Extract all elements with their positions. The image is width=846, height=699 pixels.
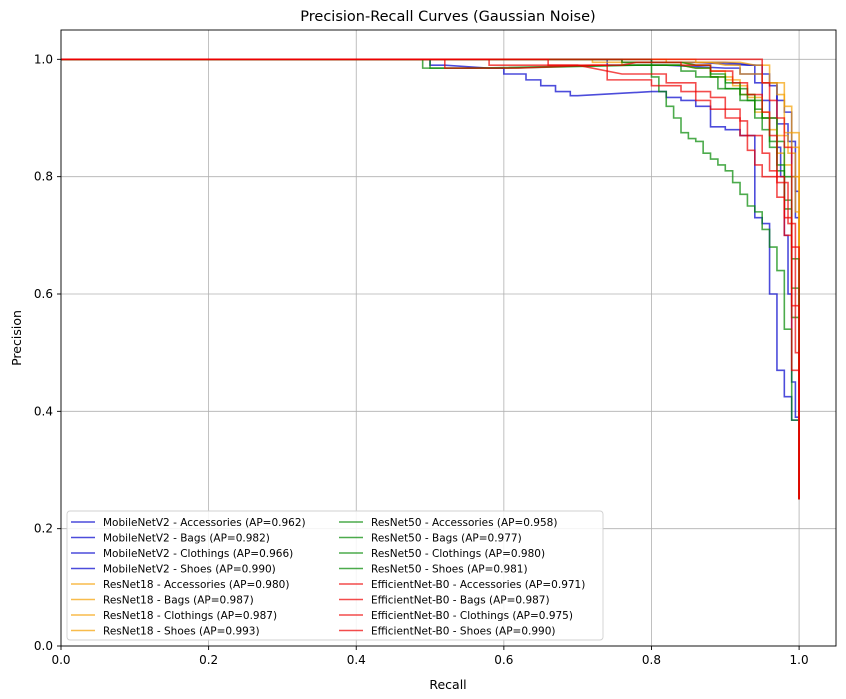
legend-entry: ResNet50 - Clothings (AP=0.980) [371, 548, 545, 560]
chart-title: Precision-Recall Curves (Gaussian Noise) [300, 9, 595, 25]
legend-entry: ResNet50 - Accessories (AP=0.958) [371, 517, 557, 529]
x-axis-label: Recall [429, 677, 466, 692]
series-line-6 [61, 58, 800, 500]
x-tick-label: 0.6 [494, 653, 513, 667]
legend-entry: ResNet18 - Accessories (AP=0.980) [103, 579, 289, 591]
series-line-7 [61, 58, 800, 500]
legend-entry: ResNet18 - Shoes (AP=0.993) [103, 625, 260, 637]
axes-frame [60, 29, 837, 647]
legend-entry: MobileNetV2 - Bags (AP=0.982) [103, 532, 270, 544]
series-line-9 [61, 58, 800, 500]
x-tick-label: 0.0 [51, 653, 70, 667]
legend-entry: EfficientNet-B0 - Shoes (AP=0.990) [371, 625, 555, 637]
series-line-1 [61, 58, 800, 500]
legend-entry: EfficientNet-B0 - Clothings (AP=0.975) [371, 610, 573, 622]
series-line-10 [61, 58, 800, 500]
x-tick-label: 0.8 [642, 653, 661, 667]
legend-entry: ResNet50 - Shoes (AP=0.981) [371, 563, 528, 575]
legend-entry: MobileNetV2 - Accessories (AP=0.962) [103, 517, 306, 529]
series-line-11 [61, 58, 800, 500]
legend-entry: EfficientNet-B0 - Accessories (AP=0.971) [371, 579, 585, 591]
series-line-4 [61, 58, 800, 500]
y-axis-label: Precision [9, 310, 24, 366]
legend-entry: EfficientNet-B0 - Bags (AP=0.987) [371, 594, 550, 606]
y-tick-label: 0.8 [34, 170, 53, 184]
legend-items: MobileNetV2 - Accessories (AP=0.962) Mobi… [71, 517, 585, 637]
y-tick-label: 0.2 [34, 522, 53, 536]
axis-ticks: 0.0 0.2 0.4 0.6 0.8 1.0 0.0 0.2 0.4 0.6 0.8 1.0 [34, 52, 809, 667]
x-tick-label: 0.4 [347, 653, 366, 667]
legend-entry: MobileNetV2 - Shoes (AP=0.990) [103, 563, 276, 575]
legend-entry: ResNet18 - Bags (AP=0.987) [103, 594, 254, 606]
legend-box [66, 510, 604, 641]
legend-entry: ResNet18 - Clothings (AP=0.987) [103, 610, 277, 622]
y-tick-label: 1.0 [34, 52, 53, 66]
series-line-12 [61, 58, 800, 500]
series-line-13 [61, 58, 800, 500]
y-tick-label: 0.0 [34, 639, 53, 653]
x-tick-label: 1.0 [790, 653, 809, 667]
series-line-3 [61, 58, 800, 500]
legend-entry: ResNet50 - Bags (AP=0.977) [371, 532, 522, 544]
y-tick-label: 0.4 [34, 404, 53, 418]
series-lines [61, 58, 800, 500]
series-line-15 [61, 58, 800, 500]
series-line-8 [61, 58, 800, 500]
x-tick-label: 0.2 [199, 653, 218, 667]
legend-entry: MobileNetV2 - Clothings (AP=0.966) [103, 548, 293, 560]
series-line-0 [61, 58, 800, 500]
series-line-5 [61, 58, 800, 500]
series-line-14 [61, 58, 800, 500]
y-tick-label: 0.6 [34, 287, 53, 301]
legend: MobileNetV2 - Accessories (AP=0.962) Mobi… [66, 510, 604, 641]
series-line-2 [61, 58, 800, 500]
